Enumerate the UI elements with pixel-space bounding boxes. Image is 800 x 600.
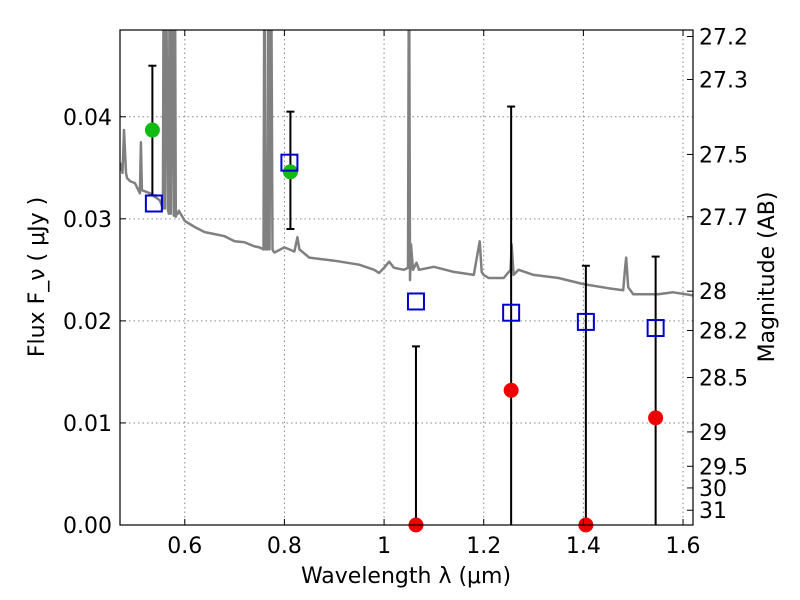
right-tick-label: 27.5 xyxy=(699,143,748,168)
x-axis-ticks: 0.6 0.8 1 1.2 1.4 1.6 xyxy=(167,30,701,559)
right-tick-label: 27.7 xyxy=(699,206,748,231)
x-tick-label: 1.6 xyxy=(666,534,701,559)
data-point-square xyxy=(646,319,665,338)
x-axis-label: Wavelength λ (μm) xyxy=(301,564,511,589)
y-axis-ticks: 0.00 0.01 0.02 0.03 0.04 xyxy=(63,106,126,539)
data-point-square xyxy=(576,312,595,331)
data-point-square xyxy=(144,194,163,213)
right-tick-label: 27.3 xyxy=(699,68,748,93)
spectrum-line xyxy=(120,30,693,297)
plot-frame xyxy=(119,29,694,526)
y-tick-label: 0.03 xyxy=(63,208,112,233)
data-markers xyxy=(144,122,665,533)
y-tick-label: 0.04 xyxy=(63,106,112,131)
grid-lines xyxy=(120,30,693,525)
x-tick-label: 1.2 xyxy=(466,534,501,559)
y-tick-label: 0.02 xyxy=(63,310,112,335)
right-axis-label: Magnitude (AB) xyxy=(755,192,780,363)
data-point-square xyxy=(406,292,425,311)
x-tick-label: 0.6 xyxy=(167,534,202,559)
right-tick-label: 30 xyxy=(699,477,727,502)
data-point-circle xyxy=(282,164,298,180)
y-tick-label: 0.01 xyxy=(63,412,112,437)
data-point-circle xyxy=(648,410,664,426)
right-tick-label: 28.5 xyxy=(699,366,748,391)
right-tick-label: 28.2 xyxy=(699,320,748,345)
right-tick-label: 28 xyxy=(699,280,727,305)
x-tick-label: 0.8 xyxy=(267,534,302,559)
right-tick-label: 29.5 xyxy=(699,455,748,480)
right-tick-label: 31 xyxy=(699,499,727,524)
x-tick-label: 1.4 xyxy=(566,534,601,559)
data-point-square xyxy=(502,303,521,322)
x-tick-label: 1 xyxy=(377,534,391,559)
right-tick-label: 29 xyxy=(699,421,727,446)
data-point-circle xyxy=(503,382,519,398)
y-axis-label: Flux F_ν ( μJy ) xyxy=(25,197,50,357)
data-point-square xyxy=(280,153,299,172)
y-tick-label: 0.00 xyxy=(63,514,112,539)
data-point-circle xyxy=(144,122,160,138)
model-spectrum xyxy=(120,30,693,297)
right-tick-label: 27.2 xyxy=(699,26,748,51)
